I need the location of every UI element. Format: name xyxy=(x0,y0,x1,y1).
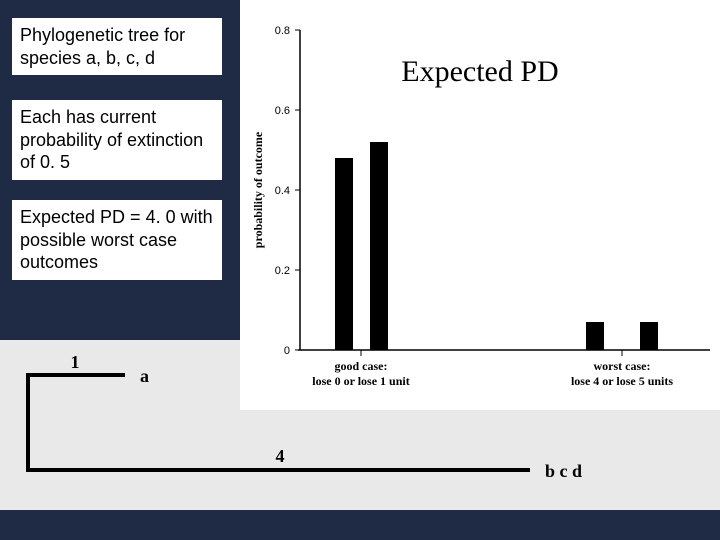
slide-root: Expected PD 0 0.2 0.4 0.6 0.8 probabilit… xyxy=(0,0,720,540)
branch-a-length: 1 xyxy=(71,352,80,372)
y-ticks: 0 0.2 0.4 0.6 0.8 xyxy=(275,25,300,357)
text-block-pd: Expected PD = 4. 0 with possible worst c… xyxy=(12,200,222,280)
text-block-title: Phylogenetic tree for species a, b, c, d xyxy=(12,18,222,75)
ytick-3: 0.6 xyxy=(275,105,290,117)
y-axis-label: probability of outcome xyxy=(251,131,265,248)
ytick-4: 0.8 xyxy=(275,25,290,37)
text-block-prob: Each has current probability of extincti… xyxy=(12,100,222,180)
bar-good-0 xyxy=(335,158,353,350)
ytick-1: 0.2 xyxy=(275,265,290,277)
tip-bcd-label: b c d xyxy=(545,461,582,481)
phylogenetic-tree: 1 a 4 b c d xyxy=(0,340,720,510)
ytick-2: 0.4 xyxy=(275,185,290,197)
branch-bcd-length: 4 xyxy=(276,446,285,466)
tip-a-label: a xyxy=(140,366,149,386)
bar-good-1 xyxy=(370,142,388,350)
